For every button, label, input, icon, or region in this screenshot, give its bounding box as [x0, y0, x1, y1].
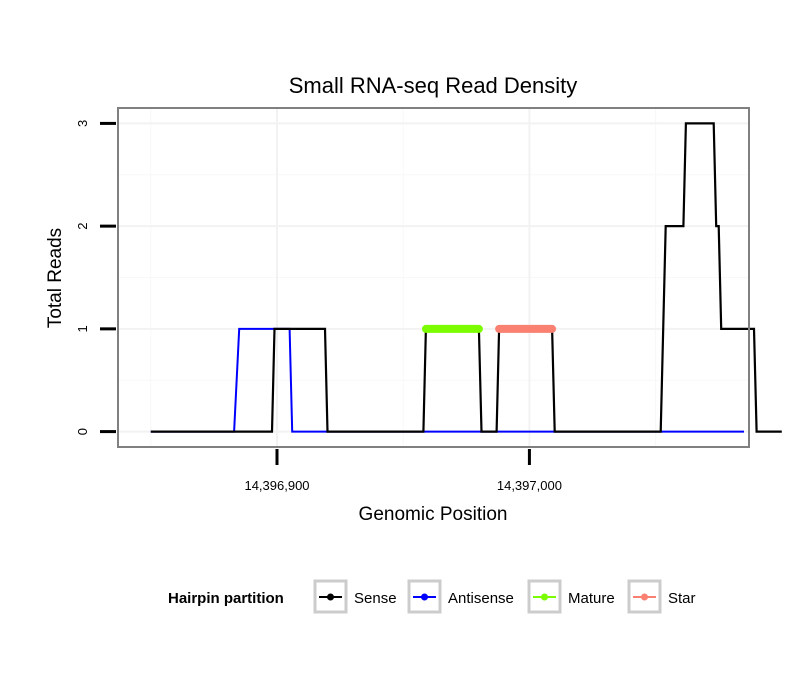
chart-title: Small RNA-seq Read Density: [289, 73, 578, 98]
y-tick-label: 2: [75, 222, 90, 229]
legend-item-mature: Mature: [527, 579, 615, 614]
x-axis: 14,396,900 14,397,000: [244, 449, 562, 493]
legend-label: Antisense: [448, 590, 514, 607]
panel-border: [117, 107, 750, 448]
legend-label: Star: [668, 590, 696, 607]
legend-item-antisense: Antisense: [407, 579, 514, 614]
x-axis-title: Genomic Position: [359, 504, 508, 525]
y-axis-title: Total Reads: [45, 228, 66, 328]
x-tick-label: 14,397,000: [497, 478, 562, 493]
legend-key-point: [421, 593, 428, 601]
legend-label: Mature: [568, 590, 615, 607]
legend-item-star: Star: [627, 579, 696, 614]
legend-key-point: [327, 593, 334, 601]
legend-key-point: [641, 593, 648, 601]
y-axis: 0 1 2 3: [75, 120, 116, 435]
x-tick-label: 14,396,900: [244, 478, 309, 493]
legend-key-point: [541, 593, 548, 601]
series-sense-line: [150, 122, 782, 433]
legend-item-sense: Sense: [313, 579, 397, 614]
plot-panel: [117, 107, 782, 448]
grid-minor: [118, 108, 749, 447]
legend-label: Sense: [354, 590, 397, 607]
y-tick-label: 0: [75, 428, 90, 435]
y-tick-label: 1: [75, 325, 90, 332]
legend: Hairpin partition Sense Antisense Mature St…: [168, 579, 696, 614]
legend-title: Hairpin partition: [168, 590, 284, 607]
series-layer: [150, 122, 782, 433]
y-tick-label: 3: [75, 120, 90, 127]
